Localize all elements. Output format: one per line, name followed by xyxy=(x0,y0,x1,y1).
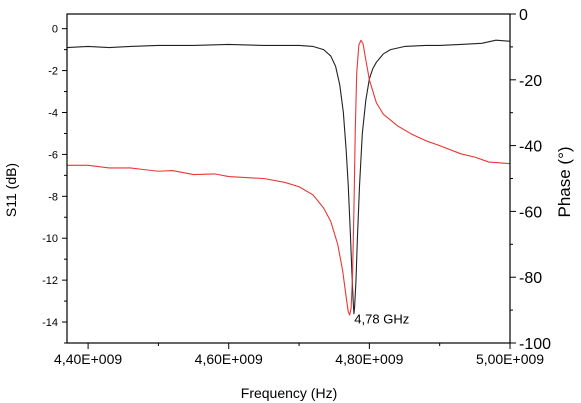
y-right-tick-label: -60 xyxy=(519,204,542,221)
y-left-tick-label: -14 xyxy=(42,317,58,329)
x-tick-label: 4,40E+009 xyxy=(54,351,122,367)
y-left-tick-label: -10 xyxy=(42,233,58,245)
axes: 4,40E+009 4,60E+009 4,80E+009 5,00E+009 0 -2 -… xyxy=(42,7,551,367)
resonance-annotation: 4,78 GHz xyxy=(354,312,409,327)
y-right-tick-label: -40 xyxy=(519,139,542,156)
x-tick-label: 5,00E+009 xyxy=(476,351,544,367)
y-left-tick-label: -12 xyxy=(42,275,58,287)
x-axis-title: Frequency (Hz) xyxy=(241,385,337,401)
series-line-s11 xyxy=(66,39,511,315)
y-left-tick-label: 0 xyxy=(52,24,58,36)
x-tick-label: 4,80E+009 xyxy=(335,351,403,367)
plot-area xyxy=(66,39,511,316)
series-line-phase xyxy=(67,39,511,316)
y-right-tick-label: -80 xyxy=(519,270,542,287)
y-left-tick-label: -6 xyxy=(48,149,58,161)
y-left-axis-title: S11 (dB) xyxy=(3,163,19,217)
y-right-axis-title: Phase (°) xyxy=(555,146,574,217)
plot-frame xyxy=(66,13,511,344)
y-right-tick-label: 0 xyxy=(519,7,528,24)
y-right-tick-label: -20 xyxy=(519,73,542,90)
x-tick-label: 4,60E+009 xyxy=(195,351,263,367)
y-right-tick-label: -100 xyxy=(519,336,551,353)
y-left-tick-label: -4 xyxy=(48,107,58,119)
y-left-tick-label: -8 xyxy=(48,191,58,203)
y-left-tick-label: -2 xyxy=(48,66,58,78)
